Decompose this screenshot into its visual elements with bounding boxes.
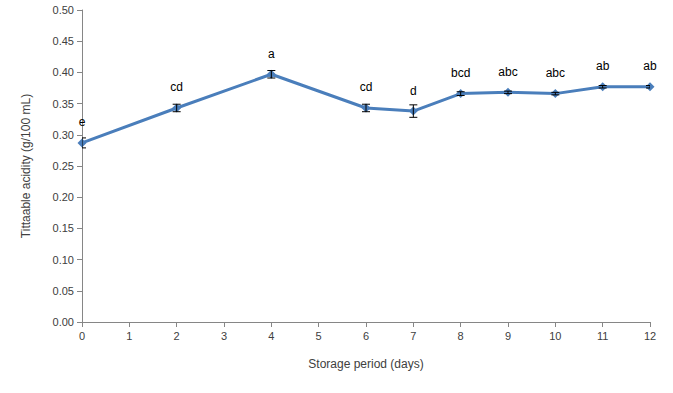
svg-text:12: 12 [644,330,656,342]
svg-text:0.00: 0.00 [53,316,74,328]
svg-text:ab: ab [643,59,657,73]
svg-text:0.35: 0.35 [53,98,74,110]
svg-text:bcd: bcd [451,66,470,80]
svg-text:d: d [410,84,417,98]
svg-text:5: 5 [316,330,322,342]
svg-text:0.40: 0.40 [53,66,74,78]
svg-text:10: 10 [549,330,561,342]
svg-text:cd: cd [360,80,373,94]
svg-text:0.25: 0.25 [53,160,74,172]
svg-text:0.50: 0.50 [53,4,74,16]
svg-text:8: 8 [458,330,464,342]
svg-text:a: a [268,47,275,61]
svg-text:4: 4 [268,330,274,342]
svg-text:cd: cd [170,80,183,94]
svg-text:7: 7 [410,330,416,342]
svg-text:3: 3 [221,330,227,342]
svg-text:ab: ab [596,59,610,73]
svg-text:0.45: 0.45 [53,35,74,47]
svg-text:Storage period (days): Storage period (days) [308,357,423,371]
svg-text:Tittaable acidity (g/100 mL): Tittaable acidity (g/100 mL) [19,94,33,238]
svg-text:e: e [79,115,86,129]
svg-text:11: 11 [597,330,608,342]
svg-text:0.15: 0.15 [53,222,74,234]
svg-text:6: 6 [363,330,369,342]
svg-text:1: 1 [126,330,132,342]
svg-text:2: 2 [174,330,180,342]
svg-text:9: 9 [505,330,511,342]
svg-text:0.05: 0.05 [53,285,74,297]
svg-text:abc: abc [498,65,517,79]
svg-text:0.10: 0.10 [53,254,74,266]
svg-text:0.20: 0.20 [53,191,74,203]
svg-text:0: 0 [79,330,85,342]
svg-text:0.30: 0.30 [53,129,74,141]
svg-text:abc: abc [546,66,565,80]
